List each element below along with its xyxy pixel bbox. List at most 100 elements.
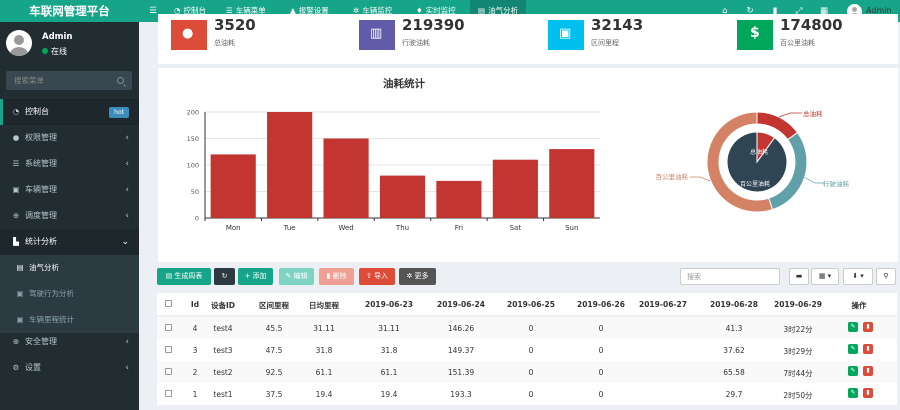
tab-dashboard[interactable]: ◔ 控制台: [166, 0, 214, 22]
stat-value: 32143: [591, 16, 644, 34]
row-delete-button[interactable]: ▮: [863, 344, 873, 354]
row-checkbox[interactable]: [165, 368, 172, 375]
search-icon[interactable]: [117, 77, 124, 84]
column-header[interactable]: 日均里程: [309, 301, 339, 310]
donut-inner-slice: [726, 131, 788, 193]
users-icon: ●: [12, 133, 20, 142]
sidebar-search-input[interactable]: [6, 71, 110, 90]
table-cell: 3: [192, 346, 198, 355]
row-delete-button[interactable]: ▮: [863, 322, 873, 332]
sidebar-sub-oil-analysis[interactable]: ▤ 油气分析: [0, 255, 139, 281]
tab-alarm[interactable]: ▲ 报警设置: [282, 0, 337, 22]
row-edit-button[interactable]: ✎: [848, 388, 858, 398]
table-cell: test1: [213, 390, 233, 399]
table-cell: 47.5: [265, 346, 283, 355]
refresh-button[interactable]: ↻: [214, 268, 235, 285]
stat-label: 总油耗: [214, 39, 235, 47]
refresh-icon[interactable]: ↻: [746, 6, 754, 16]
sidebar-item-system[interactable]: ☰ 系统管理 ‹: [0, 151, 139, 177]
row-checkbox[interactable]: [165, 324, 172, 331]
row-delete-button[interactable]: ▮: [863, 366, 873, 376]
stat-tile-drive-oil: ▥: [359, 20, 395, 50]
select-all-checkbox[interactable]: [165, 300, 172, 307]
table-row[interactable]: [157, 339, 897, 361]
warning-icon: ▲: [290, 6, 296, 15]
row-delete-button[interactable]: ▮: [863, 388, 873, 398]
row-edit-button[interactable]: ✎: [848, 322, 858, 332]
more-button[interactable]: ✲ 更多: [399, 268, 436, 285]
bar: [323, 138, 369, 218]
table-cell: 149.37: [447, 346, 475, 355]
table-row[interactable]: [157, 317, 897, 339]
table-search-input[interactable]: [680, 268, 780, 285]
trash-icon: ▮: [326, 272, 333, 280]
row-edit-button[interactable]: ✎: [848, 366, 858, 376]
table-cell: 0: [598, 324, 604, 333]
table-icon: ▤: [165, 272, 175, 280]
user-name: Admin: [42, 32, 73, 42]
edit-button[interactable]: ✎ 编辑: [279, 268, 314, 285]
table-cell: 7时44分: [783, 369, 813, 378]
column-header[interactable]: Id: [190, 300, 200, 309]
column-header[interactable]: 2019-06-27: [639, 300, 687, 309]
tab-vehicle-menu[interactable]: ☰ 车辆菜单: [218, 0, 274, 22]
row-edit-button[interactable]: ✎: [848, 344, 858, 354]
tab-vehicle-monitor[interactable]: ✲ 车辆监控: [345, 0, 400, 22]
column-header[interactable]: 区间里程: [259, 301, 289, 310]
home-icon[interactable]: ⌂: [722, 6, 728, 16]
column-header[interactable]: 2019-06-25: [507, 300, 555, 309]
toggle-view-button[interactable]: ▬: [789, 268, 809, 285]
column-header[interactable]: 2019-06-28: [710, 300, 758, 309]
column-header[interactable]: 2019-06-29: [774, 300, 822, 309]
trash-icon[interactable]: ▮: [772, 6, 778, 16]
table-row[interactable]: [157, 361, 897, 383]
table-cell: 146.26: [447, 324, 475, 333]
tab-realtime[interactable]: ♦ 实时监控: [408, 0, 464, 22]
gear-icon: ⚙: [12, 363, 20, 372]
stat-value: 219390: [402, 16, 465, 34]
sidebar-item-stats[interactable]: ▙ 统计分析 ⌄: [0, 229, 139, 255]
column-header[interactable]: 操作: [851, 301, 867, 310]
table-cell: test4: [213, 324, 233, 333]
fullscreen-icon[interactable]: ⤢: [795, 6, 803, 16]
car-icon: ▣: [12, 185, 20, 194]
chevron-left-icon: ‹: [125, 211, 129, 221]
apps-icon[interactable]: ▦: [819, 6, 829, 16]
export-button[interactable]: ⬇ ▾: [843, 268, 873, 285]
delete-button[interactable]: ▮ 删除: [319, 268, 354, 285]
add-button[interactable]: + 添加: [238, 268, 273, 285]
advanced-search-button[interactable]: ⚲: [876, 268, 896, 285]
table-cell: 0: [528, 390, 534, 399]
column-header[interactable]: 设备ID: [210, 301, 236, 310]
app-logo[interactable]: 车联网管理平台: [0, 0, 139, 22]
bar-chart: 0 50 100 150 200 Mon Tue Wed Thu Fri Sat Sun: [187, 109, 600, 232]
bar: [379, 175, 426, 218]
table-row[interactable]: [157, 383, 897, 405]
sidebar-sub-driving-behavior[interactable]: ▣ 驾驶行为分析: [0, 281, 139, 307]
row-checkbox[interactable]: [165, 390, 172, 397]
table-cell: 31.8: [315, 346, 333, 355]
sidebar-item-vehicle[interactable]: ▣ 车辆管理 ‹: [0, 177, 139, 203]
sidebar-item-dashboard[interactable]: ◔ 控制台 hot: [0, 99, 139, 125]
table-cell: 31.8: [380, 346, 398, 355]
sidebar-item-dispatch[interactable]: ⊕ 调度管理 ‹: [0, 203, 139, 229]
menu-toggle-icon[interactable]: ☰: [149, 6, 157, 16]
sidebar-sub-mileage[interactable]: ▣ 车辆里程统计: [0, 307, 139, 333]
label-line: [803, 176, 825, 184]
row-checkbox[interactable]: [165, 346, 172, 353]
stat-label: 区间里程: [591, 39, 619, 47]
import-button[interactable]: ⇧ 导入: [359, 268, 395, 285]
sidebar-item-settings[interactable]: ⚙ 设置 ‹: [0, 355, 139, 381]
inner-label: 总油耗: [750, 148, 768, 156]
column-header[interactable]: 2019-06-24: [437, 300, 485, 309]
columns-button[interactable]: ▦ ▾: [811, 268, 839, 285]
sidebar-item-permission[interactable]: ● 权限管理 ‹: [0, 125, 139, 151]
column-header[interactable]: 2019-06-26: [577, 300, 625, 309]
label-line: [778, 112, 802, 118]
table-cell: 1: [192, 390, 198, 399]
topbar-username[interactable]: Admin: [866, 6, 892, 15]
generate-weekly-button[interactable]: ▤ 生成周表: [157, 268, 211, 285]
column-header[interactable]: 2019-06-23: [365, 300, 413, 309]
sidebar-item-security[interactable]: ⊕ 安全管理 ‹: [0, 329, 139, 355]
x-tick-label: Thu: [395, 224, 409, 232]
